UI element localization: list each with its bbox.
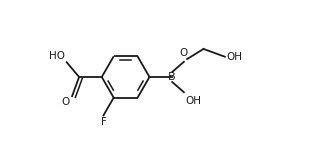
Text: O: O <box>62 97 70 107</box>
Text: B: B <box>169 72 176 82</box>
Text: HO: HO <box>49 51 65 61</box>
Text: OH: OH <box>227 52 243 62</box>
Text: F: F <box>100 117 107 127</box>
Text: O: O <box>180 48 188 58</box>
Text: OH: OH <box>185 96 201 106</box>
